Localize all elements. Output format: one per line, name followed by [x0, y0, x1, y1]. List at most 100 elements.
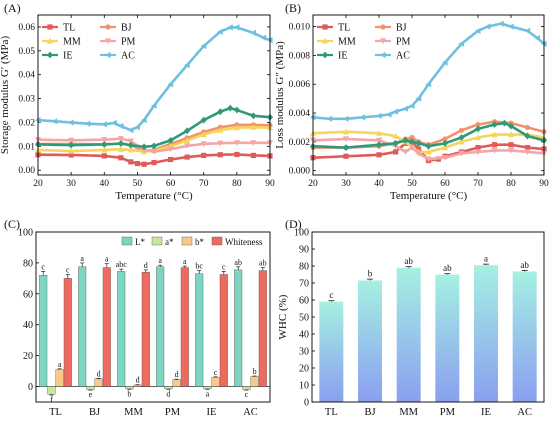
data-point [217, 127, 224, 133]
panel-label: (A) [4, 1, 21, 15]
y-tick-label: 80 [23, 258, 33, 269]
legend-label: PM [121, 37, 136, 48]
data-point [425, 156, 432, 163]
significance-letter: d [144, 261, 148, 270]
legend-marker [321, 51, 329, 59]
significance-letter: d [166, 389, 170, 398]
x-tick-label: 50 [133, 179, 143, 189]
data-point [402, 105, 408, 112]
x-axis-label: Temperature (°C) [115, 190, 193, 202]
significance-letter: d [175, 370, 179, 379]
series-pm [34, 136, 274, 155]
data-point [409, 134, 415, 141]
bar-whc [474, 265, 498, 402]
y-tick-label: 0.03 [18, 95, 35, 105]
y-tick-label: 0.05 [18, 47, 35, 57]
data-point [84, 120, 91, 127]
data-point [233, 106, 240, 114]
significance-letter: c [66, 266, 70, 275]
data-point [217, 140, 224, 147]
y-tick-label: 100 [294, 228, 309, 239]
legend-label: IE [63, 51, 72, 62]
x-tick-label: 70 [199, 179, 209, 189]
panel-d-whc-bars: (D) 0 10 20 30 40 50 60 70 80 90 100 c TL b BJ ab MM ab PM a… [277, 217, 545, 418]
data-point [184, 127, 191, 135]
data-point [68, 152, 74, 158]
data-point [491, 147, 498, 154]
bar-whc [358, 280, 382, 402]
y-tick-label: 60 [299, 296, 309, 307]
data-point [375, 137, 383, 144]
plot-frame [311, 231, 545, 403]
data-point [101, 121, 107, 128]
x-axis-label: Temperature (°C) [390, 190, 468, 202]
y-axis-label: WHC (%) [277, 294, 289, 339]
bar-whiteness [180, 267, 189, 387]
legend-label: L* [135, 237, 145, 247]
legend-marker [104, 38, 112, 45]
significance-letter: a [158, 256, 162, 265]
data-point [458, 40, 465, 47]
significance-letter: b [127, 389, 131, 398]
data-point [385, 111, 392, 118]
y-tick-label: 0.04 [18, 71, 35, 81]
bar-l-star [39, 275, 48, 387]
significance-letter: e [89, 390, 93, 399]
legend-swatch [151, 236, 163, 246]
data-point [484, 23, 491, 30]
legend-label: b* [195, 237, 205, 247]
panel-b-loss-modulus: (B) 20 30 40 50 60 70 80 90 0.000 0.002 0.004 0.006 0… [274, 1, 549, 202]
data-point [117, 140, 124, 147]
data-point [408, 138, 416, 146]
x-tick-label: BJ [89, 407, 100, 418]
x-tick-label: MM [399, 407, 418, 418]
data-point [201, 152, 207, 159]
y-tick-label: 0 [304, 398, 309, 409]
legend-marker [104, 51, 111, 59]
series-ie [309, 119, 548, 151]
data-point [233, 24, 240, 31]
panel-label: (D) [285, 217, 302, 231]
legend-label: BJ [121, 23, 132, 34]
y-tick-label: 0.06 [18, 23, 35, 33]
legend-label: BJ [396, 23, 407, 34]
y-tick-label: 0.004 [289, 109, 311, 119]
y-tick-label: 0.002 [289, 138, 311, 148]
legend-label: AC [396, 51, 410, 62]
y-tick-label: 10 [299, 381, 309, 392]
legend-marker [379, 51, 386, 59]
data-point [507, 131, 515, 138]
data-point [458, 150, 465, 157]
data-point [402, 149, 409, 155]
data-point [200, 42, 207, 50]
data-point [101, 137, 108, 143]
x-tick-label: 90 [265, 179, 275, 189]
legend-label: MM [338, 37, 356, 48]
y-axis-label: Loss modulus G″ (MPa) [274, 41, 286, 149]
plot-frame [35, 231, 271, 403]
data-point [415, 95, 422, 102]
data-point [117, 146, 124, 152]
data-point [415, 150, 422, 157]
data-point [141, 161, 147, 167]
bar-whc [435, 274, 460, 402]
y-tick-label: 0.01 [18, 142, 35, 152]
series-ie [34, 104, 274, 151]
data-point [167, 146, 174, 153]
data-point [524, 27, 531, 34]
x-tick-label: MM [124, 407, 143, 418]
data-point [150, 142, 158, 150]
y-tick-label: 80 [299, 262, 309, 273]
y-tick-label: 0 [28, 382, 33, 393]
legend-label: MM [63, 37, 81, 48]
significance-letter: d [136, 376, 140, 385]
significance-letter: b [368, 269, 373, 279]
data-point [250, 29, 256, 36]
data-point [441, 59, 448, 66]
data-point [150, 102, 157, 109]
series-ac [309, 20, 547, 122]
data-point [474, 134, 482, 141]
significance-letter: c [329, 290, 333, 300]
significance-letter: a [58, 360, 62, 369]
y-tick-label: 90 [299, 245, 309, 256]
